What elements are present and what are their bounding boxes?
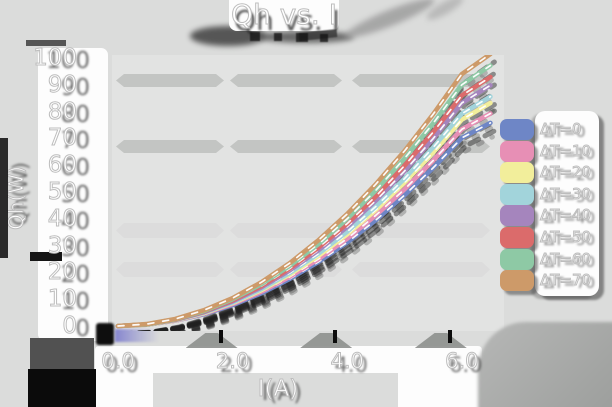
y-tick-label-0: 0: [62, 313, 78, 340]
legend-swatch-3: [500, 183, 534, 205]
curve-shadow: [181, 125, 495, 331]
legend-label-7: ΔT=70: [539, 271, 592, 290]
shadow-artifact: [30, 252, 62, 261]
gridline-band: [116, 223, 224, 238]
title-shadow: [274, 33, 282, 41]
y-tick-label-10: 10: [47, 286, 77, 313]
curve-shadow: [130, 90, 497, 331]
shadow-artifact: [0, 138, 8, 258]
title-shadow: [320, 34, 328, 42]
legend-swatch-0: [500, 119, 534, 140]
y-tick-label-40: 40: [47, 205, 77, 232]
legend-swatch-2: [500, 162, 534, 184]
x-axis-title: I(A): [257, 376, 299, 403]
y-tick-label-70: 70: [47, 125, 77, 152]
legend-label-5: ΔT=50: [539, 228, 592, 247]
legend-swatch-4: [500, 205, 534, 227]
x-axis-strip-tab-right: [398, 370, 482, 407]
y-axis-label-strip: [38, 48, 108, 341]
curve-start-smear: [115, 329, 159, 342]
shadow-artifact: [30, 338, 94, 371]
title-shadow: [296, 33, 308, 42]
origin-tick-shadow: [96, 323, 114, 345]
legend-label-0: ΔT=0: [540, 120, 583, 139]
curve-shadow: [178, 96, 495, 331]
y-tick-label-30: 30: [47, 232, 77, 259]
shadow-artifact: [478, 322, 612, 407]
legend-swatch-1: [500, 140, 534, 162]
x-tick-label-4: 4.0: [330, 349, 364, 374]
title-shadow: [190, 26, 266, 46]
gridline-band: [230, 74, 342, 87]
x-tick-mark: [447, 330, 452, 343]
plot-area: [112, 55, 504, 331]
legend-label-2: ΔT=20: [539, 163, 592, 182]
y-tick-label-20: 20: [47, 259, 77, 286]
gridline-band: [116, 262, 224, 277]
x-tick-mark: [333, 330, 338, 343]
legend-swatch-6: [500, 248, 534, 270]
y-tick-label-60: 60: [47, 152, 77, 179]
curve-shadow: [181, 134, 495, 331]
x-tick-label-6: 6.0: [445, 349, 479, 374]
gridline-band: [116, 140, 224, 153]
curve-shadow: [179, 108, 495, 331]
title-panel: Qh vs. I: [229, 0, 339, 32]
x-tick-label-0: 0.0: [101, 349, 135, 374]
legend-label-6: ΔT=60: [539, 249, 592, 268]
legend-label-3: ΔT=30: [539, 184, 592, 203]
gridline-band: [116, 74, 224, 87]
chart-title: Qh vs. I: [231, 0, 338, 32]
legend-swatch-7: [500, 270, 534, 292]
y-tick-label-100: 100: [33, 45, 78, 72]
legend-label-4: ΔT=40: [539, 206, 592, 225]
legend-panel: [535, 111, 599, 296]
y-tick-label-50: 50: [47, 179, 77, 206]
shadow-artifact: [28, 369, 96, 407]
gridline-band: [230, 223, 342, 238]
x-tick-mark: [218, 330, 223, 343]
x-tick-label-2: 2.0: [215, 349, 250, 374]
curve-marker-dashes: [117, 55, 491, 327]
gridline-band: [352, 223, 490, 238]
gridline-band: [352, 262, 490, 277]
y-tick-label-90: 90: [47, 71, 77, 98]
legend-label-1: ΔT=10: [539, 141, 592, 160]
curve-shadow: [132, 119, 497, 331]
x-axis-strip-tab-left: [95, 370, 153, 407]
x-axis-label-strip: [95, 346, 482, 373]
title-shadow: [250, 32, 260, 41]
curve-shadow: [132, 128, 497, 331]
gridline-band: [230, 140, 342, 153]
legend-swatch-5: [500, 227, 534, 248]
y-tick-label-80: 80: [47, 98, 77, 125]
shadow-artifact: [26, 40, 66, 46]
